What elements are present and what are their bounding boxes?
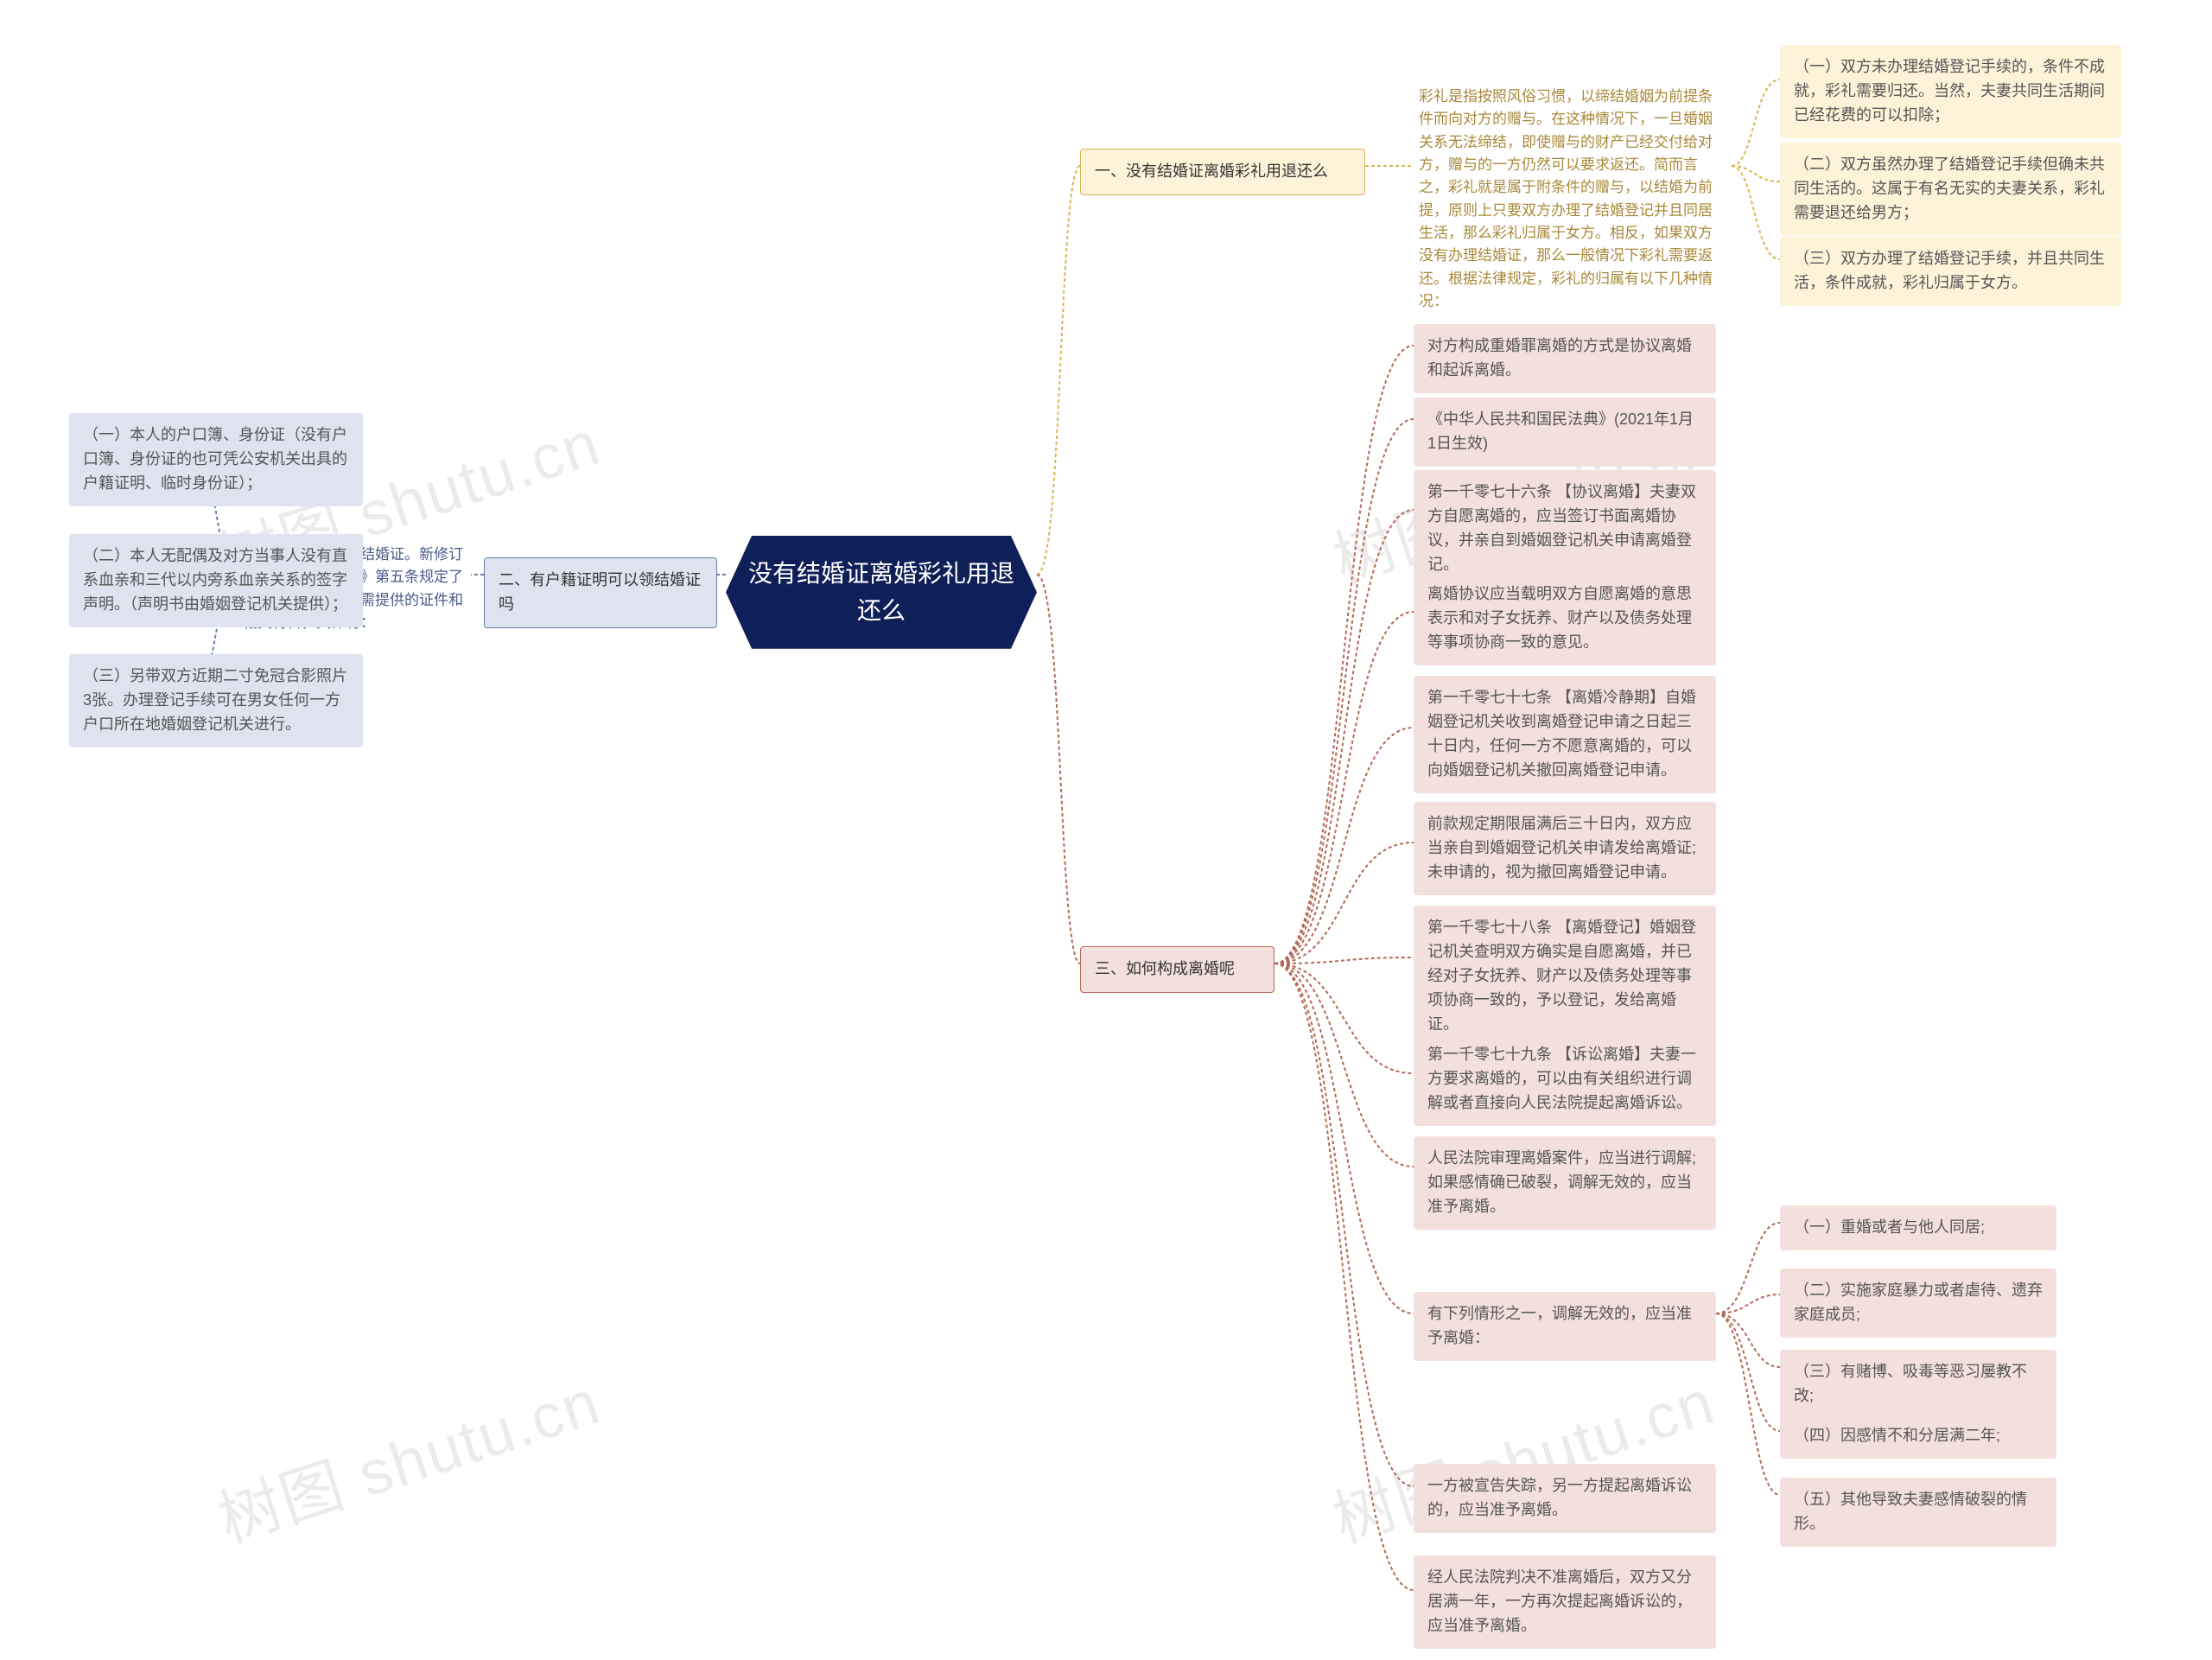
leaf-text: 一方被宣告失踪，另一方提起离婚诉讼的，应当准予离婚。 bbox=[1427, 1477, 1692, 1518]
leaf-text: 离婚协议应当载明双方自愿离婚的意思表示和对子女抚养、财产以及债务处理等事项协商一… bbox=[1427, 585, 1692, 651]
leaf-text: 第一千零七十八条 【离婚登记】婚姻登记机关查明双方确实是自愿离婚，并已经对子女抚… bbox=[1427, 919, 1696, 1033]
leaf-text: （一）本人的户口簿、身份证（没有户口簿、身份证的也可凭公安机关出具的户籍证明、临… bbox=[83, 426, 347, 492]
branch-3-leaf[interactable]: 有下列情形之一，调解无效的，应当准予离婚： bbox=[1414, 1292, 1716, 1361]
branch-3-subleaf[interactable]: （四）因感情不和分居满二年; bbox=[1780, 1414, 2056, 1459]
branch-1-leaf[interactable]: （一）双方未办理结婚登记手续的，条件不成就，彩礼需要归还。当然，夫妻共同生活期间… bbox=[1780, 45, 2121, 138]
leaf-text: 《中华人民共和国民法典》(2021年1月1日生效) bbox=[1427, 410, 1694, 452]
branch-2[interactable]: 二、有户籍证明可以领结婚证吗 bbox=[484, 557, 717, 628]
branch-3-leaf[interactable]: 对方构成重婚罪离婚的方式是协议离婚和起诉离婚。 bbox=[1414, 324, 1716, 393]
branch-3-leaf[interactable]: 经人民法院判决不准离婚后，双方又分居满一年，一方再次提起离婚诉讼的，应当准予离婚… bbox=[1414, 1555, 1716, 1649]
branch-1-leaf[interactable]: （二）双方虽然办理了结婚登记手续但确未共同生活的。这属于有名无实的夫妻关系，彩礼… bbox=[1780, 143, 2121, 236]
branch-1-desc: 彩礼是指按照风俗习惯，以缔结婚姻为前提条件而向对方的赠与。在这种情况下，一旦婚姻… bbox=[1414, 82, 1732, 316]
leaf-text: 前款规定期限届满后三十日内，双方应当亲自到婚姻登记机关申请发给离婚证;未申请的，… bbox=[1427, 815, 1696, 881]
leaf-text: （二）双方虽然办理了结婚登记手续但确未共同生活的。这属于有名无实的夫妻关系，彩礼… bbox=[1794, 156, 2105, 221]
leaf-text: （三）另带双方近期二寸免冠合影照片3张。办理登记手续可在男女任何一方户口所在地婚… bbox=[83, 667, 347, 733]
branch-2-leaf[interactable]: （一）本人的户口簿、身份证（没有户口簿、身份证的也可凭公安机关出具的户籍证明、临… bbox=[69, 413, 363, 506]
branch-3-leaf[interactable]: 人民法院审理离婚案件，应当进行调解;如果感情确已破裂，调解无效的，应当准予离婚。 bbox=[1414, 1136, 1716, 1230]
leaf-text: （三）有赌博、吸毒等恶习屡教不改; bbox=[1794, 1363, 2027, 1404]
branch-3-leaf[interactable]: 前款规定期限届满后三十日内，双方应当亲自到婚姻登记机关申请发给离婚证;未申请的，… bbox=[1414, 802, 1716, 895]
branch-2-leaf[interactable]: （三）另带双方近期二寸免冠合影照片3张。办理登记手续可在男女任何一方户口所在地婚… bbox=[69, 654, 363, 747]
leaf-text: 有下列情形之一，调解无效的，应当准予离婚： bbox=[1427, 1305, 1692, 1346]
leaf-text: （五）其他导致夫妻感情破裂的情形。 bbox=[1794, 1491, 2027, 1532]
branch-3-subleaf[interactable]: （五）其他导致夫妻感情破裂的情形。 bbox=[1780, 1478, 2056, 1547]
branch-3-leaf[interactable]: 第一千零七十九条 【诉讼离婚】夫妻一方要求离婚的，可以由有关组织进行调解或者直接… bbox=[1414, 1033, 1716, 1126]
branch-3-leaf[interactable]: 第一千零七十七条 【离婚冷静期】自婚姻登记机关收到离婚登记申请之日起三十日内，任… bbox=[1414, 676, 1716, 793]
branch-3-leaf[interactable]: 离婚协议应当载明双方自愿离婚的意思表示和对子女抚养、财产以及债务处理等事项协商一… bbox=[1414, 572, 1716, 665]
branch-2-label: 二、有户籍证明可以领结婚证吗 bbox=[499, 571, 701, 613]
watermark: 树图 shutu.cn bbox=[206, 1352, 610, 1560]
leaf-text: （一）双方未办理结婚登记手续的，条件不成就，彩礼需要归还。当然，夫妻共同生活期间… bbox=[1794, 58, 2105, 124]
leaf-text: 经人民法院判决不准离婚后，双方又分居满一年，一方再次提起离婚诉讼的，应当准予离婚… bbox=[1427, 1568, 1692, 1634]
leaf-text: 人民法院审理离婚案件，应当进行调解;如果感情确已破裂，调解无效的，应当准予离婚。 bbox=[1427, 1149, 1696, 1215]
branch-1-label: 一、没有结婚证离婚彩礼用退还么 bbox=[1095, 162, 1328, 180]
branch-3-leaf[interactable]: 第一千零七十八条 【离婚登记】婚姻登记机关查明双方确实是自愿离婚，并已经对子女抚… bbox=[1414, 906, 1716, 1046]
leaf-text: （四）因感情不和分居满二年; bbox=[1794, 1427, 2000, 1444]
branch-1[interactable]: 一、没有结婚证离婚彩礼用退还么 bbox=[1080, 149, 1365, 195]
leaf-text: （三）双方办理了结婚登记手续，并且共同生活，条件成就，彩礼归属于女方。 bbox=[1794, 250, 2105, 291]
branch-1-leaf[interactable]: （三）双方办理了结婚登记手续，并且共同生活，条件成就，彩礼归属于女方。 bbox=[1780, 237, 2121, 306]
branch-3-subleaf[interactable]: （一）重婚或者与他人同居; bbox=[1780, 1205, 2056, 1250]
branch-3-leaf[interactable]: 一方被宣告失踪，另一方提起离婚诉讼的，应当准予离婚。 bbox=[1414, 1464, 1716, 1533]
branch-3-subleaf[interactable]: （三）有赌博、吸毒等恶习屡教不改; bbox=[1780, 1350, 2056, 1419]
leaf-text: （二）本人无配偶及对方当事人没有直系血亲和三代以内旁系血亲关系的签字声明。（声明… bbox=[83, 547, 347, 613]
leaf-text: （二）实施家庭暴力或者虐待、遗弃家庭成员; bbox=[1794, 1282, 2043, 1323]
root-node[interactable]: 没有结婚证离婚彩礼用退还么 bbox=[726, 536, 1037, 649]
branch-3-leaf[interactable]: 第一千零七十六条 【协议离婚】夫妻双方自愿离婚的，应当签订书面离婚协议，并亲自到… bbox=[1414, 470, 1716, 588]
branch-3[interactable]: 三、如何构成离婚呢 bbox=[1080, 946, 1274, 993]
branch-2-leaf[interactable]: （二）本人无配偶及对方当事人没有直系血亲和三代以内旁系血亲关系的签字声明。（声明… bbox=[69, 534, 363, 627]
branch-3-subleaf[interactable]: （二）实施家庭暴力或者虐待、遗弃家庭成员; bbox=[1780, 1269, 2056, 1338]
leaf-text: 第一千零七十九条 【诉讼离婚】夫妻一方要求离婚的，可以由有关组织进行调解或者直接… bbox=[1427, 1046, 1696, 1111]
root-label: 没有结婚证离婚彩礼用退还么 bbox=[748, 560, 1014, 624]
branch-3-leaf[interactable]: 《中华人民共和国民法典》(2021年1月1日生效) bbox=[1414, 398, 1716, 467]
leaf-text: 第一千零七十六条 【协议离婚】夫妻双方自愿离婚的，应当签订书面离婚协议，并亲自到… bbox=[1427, 483, 1696, 573]
leaf-text: 第一千零七十七条 【离婚冷静期】自婚姻登记机关收到离婚登记申请之日起三十日内，任… bbox=[1427, 689, 1696, 779]
leaf-text: （一）重婚或者与他人同居; bbox=[1794, 1218, 1985, 1236]
branch-3-label: 三、如何构成离婚呢 bbox=[1095, 960, 1235, 977]
leaf-text: 对方构成重婚罪离婚的方式是协议离婚和起诉离婚。 bbox=[1427, 337, 1692, 378]
